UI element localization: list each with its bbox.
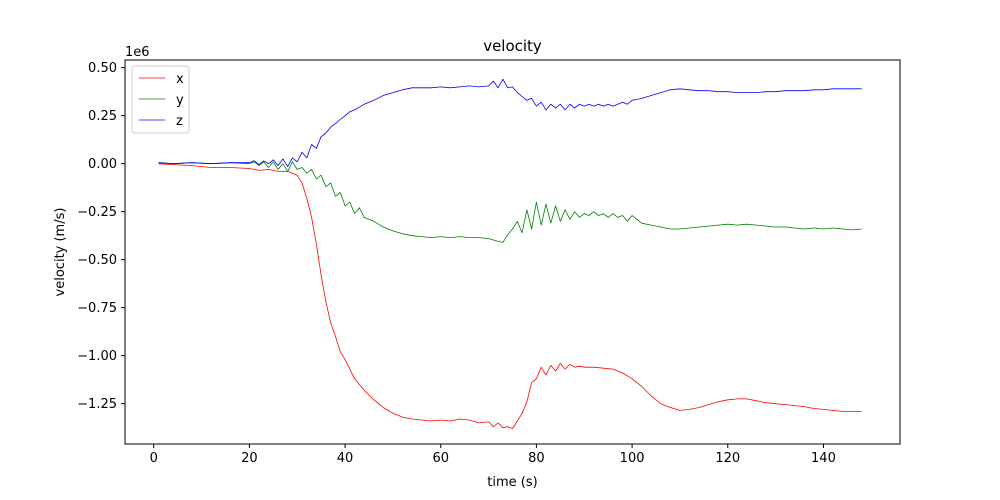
y-tick-label: −1.00 [77,349,117,364]
y-tick-label: −0.75 [77,301,117,316]
y-tick-label: −0.25 [77,205,117,220]
x-tick-label: 140 [811,451,836,466]
y-tick-label: 0.25 [88,109,117,124]
plot-area [125,60,900,444]
x-axis-label: time (s) [487,475,537,490]
y-tick-label: 0.50 [88,61,117,76]
y-offset-label: 1e6 [125,45,150,60]
x-tick-label: 20 [241,451,258,466]
legend-label-z: z [176,114,183,129]
x-tick-label: 60 [432,451,449,466]
chart-title: velocity [483,37,542,55]
x-tick-label: 40 [337,451,354,466]
x-tick-label: 120 [715,451,740,466]
legend: xyz [132,66,189,133]
x-tick-label: 100 [620,451,645,466]
x-tick-label: 80 [528,451,545,466]
y-tick-label: −0.50 [77,253,117,268]
x-tick-label: 0 [150,451,158,466]
y-tick-label: −1.25 [77,397,117,412]
y-axis-label: velocity (m/s) [53,208,68,297]
legend-label-y: y [176,93,184,108]
y-tick-label: 0.00 [88,157,117,172]
legend-label-x: x [176,72,184,87]
